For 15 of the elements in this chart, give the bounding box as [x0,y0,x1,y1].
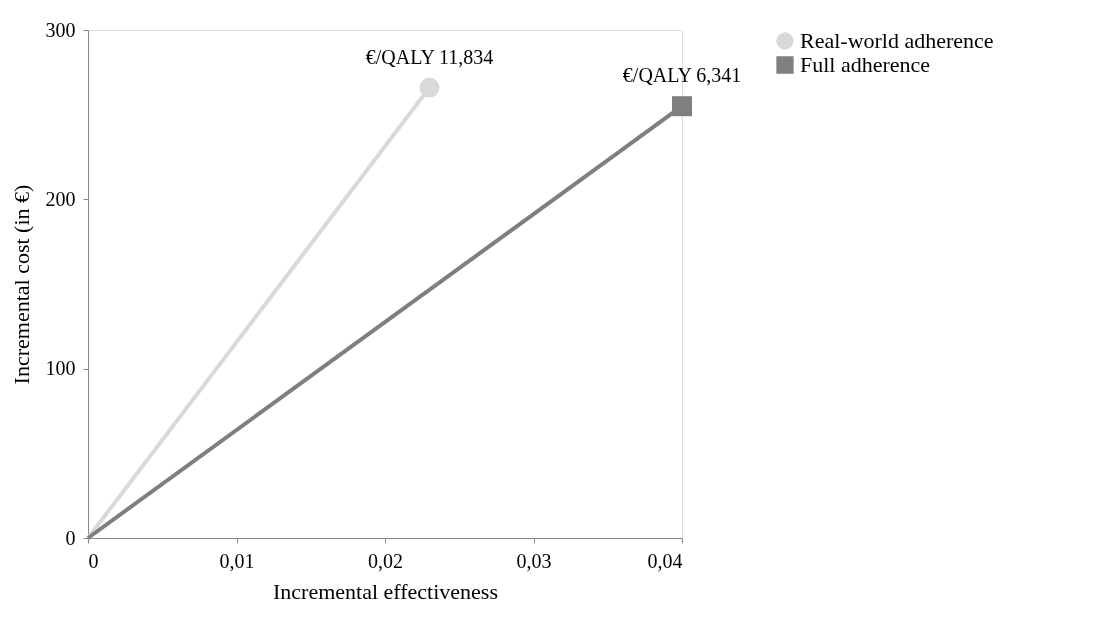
x-tick-label: 0 [88,549,99,572]
y-tick-label: 300 [45,18,76,41]
annotation: €/QALY 11,834 [365,45,494,68]
y-tick-label: 200 [45,187,76,210]
x-axis-title: Incremental effectiveness [273,578,498,604]
y-axis-title: Incremental cost (in €) [8,184,34,385]
x-tick-label: 0,04 [647,549,683,572]
x-tick-label: 0,01 [219,549,255,572]
y-tick-label: 100 [45,357,76,380]
x-tick-label: 0,02 [368,549,403,572]
x-tick-label: 0,03 [516,549,552,572]
legend-label: Full adherence [800,52,931,77]
annotation: €/QALY 6,341 [622,64,742,87]
y-tick-label: 0 [65,526,76,549]
legend-label: Real-world adherence [800,28,994,53]
